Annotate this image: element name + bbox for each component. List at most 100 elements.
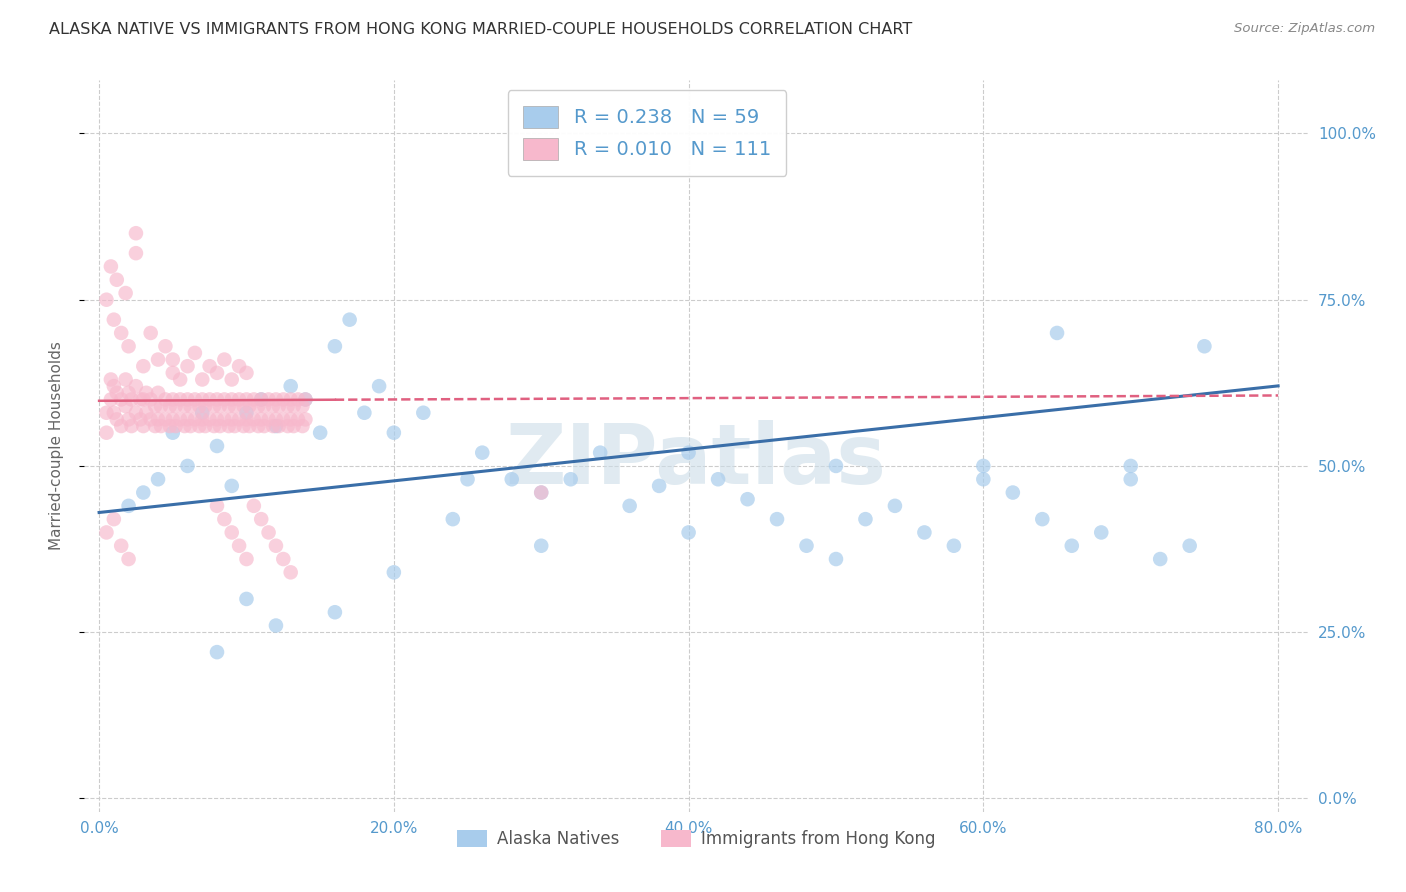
Point [139, 392, 162, 407]
Point [264, 419, 287, 434]
Point [1194, 339, 1216, 353]
Point [184, 412, 207, 426]
Point [221, 479, 243, 493]
Point [530, 539, 553, 553]
Point [129, 392, 152, 407]
Point [243, 412, 266, 426]
Point [205, 392, 228, 407]
Point [218, 419, 240, 434]
Point [1119, 472, 1142, 486]
Point [121, 419, 143, 434]
Point [165, 419, 187, 434]
Point [238, 399, 260, 413]
Point [224, 399, 246, 413]
Point [143, 399, 166, 413]
Point [96, 425, 118, 440]
Point [262, 419, 284, 434]
Point [323, 339, 346, 353]
Point [273, 392, 295, 407]
Point [159, 399, 181, 413]
Point [235, 552, 257, 566]
Point [132, 359, 155, 374]
Point [176, 412, 198, 426]
Point [205, 412, 228, 426]
Point [228, 392, 250, 407]
Point [135, 406, 157, 420]
Point [214, 392, 236, 407]
Point [267, 419, 290, 434]
Point [198, 359, 221, 374]
Point [105, 385, 128, 400]
Point [264, 618, 287, 632]
Point [737, 492, 759, 507]
Point [267, 399, 290, 413]
Point [678, 525, 700, 540]
Point [264, 539, 287, 553]
Point [117, 499, 139, 513]
Point [125, 246, 148, 260]
Point [132, 485, 155, 500]
Point [162, 366, 184, 380]
Point [162, 425, 184, 440]
Point [273, 412, 295, 426]
Point [176, 392, 198, 407]
Point [294, 392, 316, 407]
Point [1060, 539, 1083, 553]
Point [257, 412, 280, 426]
Point [132, 419, 155, 434]
Point [155, 412, 177, 426]
Point [280, 412, 302, 426]
Point [176, 359, 198, 374]
Point [294, 412, 316, 426]
Point [198, 392, 221, 407]
Point [114, 372, 136, 386]
Point [253, 419, 276, 434]
Point [100, 372, 122, 386]
Point [125, 406, 148, 420]
Point [264, 412, 287, 426]
Point [96, 293, 118, 307]
Point [188, 399, 211, 413]
Point [560, 472, 582, 486]
Point [169, 392, 191, 407]
Point [205, 366, 228, 380]
Point [273, 552, 295, 566]
Point [339, 312, 361, 326]
Point [202, 419, 225, 434]
Point [125, 379, 148, 393]
Point [194, 419, 217, 434]
Point [707, 472, 730, 486]
Point [191, 406, 214, 420]
Point [208, 419, 231, 434]
Point [214, 512, 236, 526]
Point [972, 472, 994, 486]
Point [162, 352, 184, 367]
Point [105, 412, 128, 426]
Point [277, 399, 299, 413]
Point [855, 512, 877, 526]
Point [135, 385, 157, 400]
Point [471, 445, 494, 459]
Point [150, 399, 173, 413]
Point [146, 385, 169, 400]
Point [243, 499, 266, 513]
Point [100, 260, 122, 274]
Point [105, 273, 128, 287]
Point [114, 286, 136, 301]
Point [232, 419, 254, 434]
Point [1149, 552, 1171, 566]
Point [530, 485, 553, 500]
Point [117, 385, 139, 400]
Point [280, 379, 302, 393]
Point [121, 392, 143, 407]
Point [96, 525, 118, 540]
Point [132, 392, 155, 407]
Point [165, 399, 187, 413]
Point [155, 392, 177, 407]
Point [382, 425, 405, 440]
Point [110, 539, 132, 553]
Point [441, 512, 464, 526]
Text: Source: ZipAtlas.com: Source: ZipAtlas.com [1234, 22, 1375, 36]
Text: ZIPatlas: ZIPatlas [506, 420, 886, 501]
Point [184, 346, 207, 360]
